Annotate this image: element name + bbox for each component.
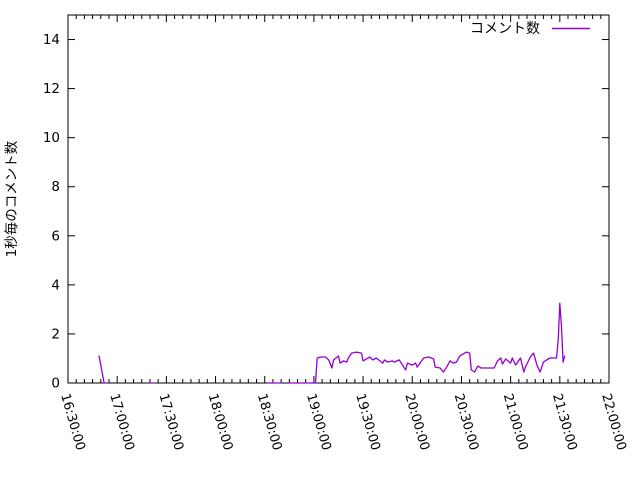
y-tick-label: 12 <box>43 81 60 97</box>
y-tick-label: 0 <box>51 376 60 392</box>
y-tick-label: 10 <box>43 130 60 146</box>
x-tick-label: 21:00:00 <box>500 392 531 452</box>
series-line <box>98 355 108 384</box>
x-tick-label: 18:30:00 <box>254 392 285 452</box>
x-tick-label: 16:30:00 <box>57 392 88 452</box>
y-tick-label: 4 <box>51 277 60 293</box>
plot-border <box>67 14 610 384</box>
y-axis-tick-labels: 0 2 4 6 8 10 12 14 <box>43 32 60 391</box>
y-tick-label: 2 <box>51 326 60 342</box>
x-tick-label: 19:30:00 <box>352 392 383 452</box>
x-tick-label: 22:00:00 <box>598 392 629 452</box>
y-tick-label: 6 <box>51 228 60 244</box>
x-tick-label: 20:30:00 <box>451 392 482 452</box>
legend-label: コメント数 <box>470 21 540 37</box>
y-tick-label: 14 <box>43 32 60 48</box>
x-axis-tick-labels: 16:30:00 17:00:00 17:30:00 18:00:00 18:30:00… <box>57 392 629 452</box>
x-tick-label: 17:00:00 <box>106 392 137 452</box>
legend: コメント数 <box>470 21 590 37</box>
y-tick-label: 8 <box>51 179 60 195</box>
x-tick-label: 18:00:00 <box>205 392 236 452</box>
x-tick-label: 21:30:00 <box>549 392 580 452</box>
y-axis-title: 1秒毎のコメント数 <box>4 140 20 257</box>
series-line <box>288 302 566 384</box>
x-tick-label: 19:00:00 <box>303 392 334 452</box>
x-tick-label: 20:00:00 <box>401 392 432 452</box>
x-tick-label: 17:30:00 <box>156 392 187 452</box>
axis-ticks <box>67 15 610 384</box>
series-lines <box>98 302 566 384</box>
